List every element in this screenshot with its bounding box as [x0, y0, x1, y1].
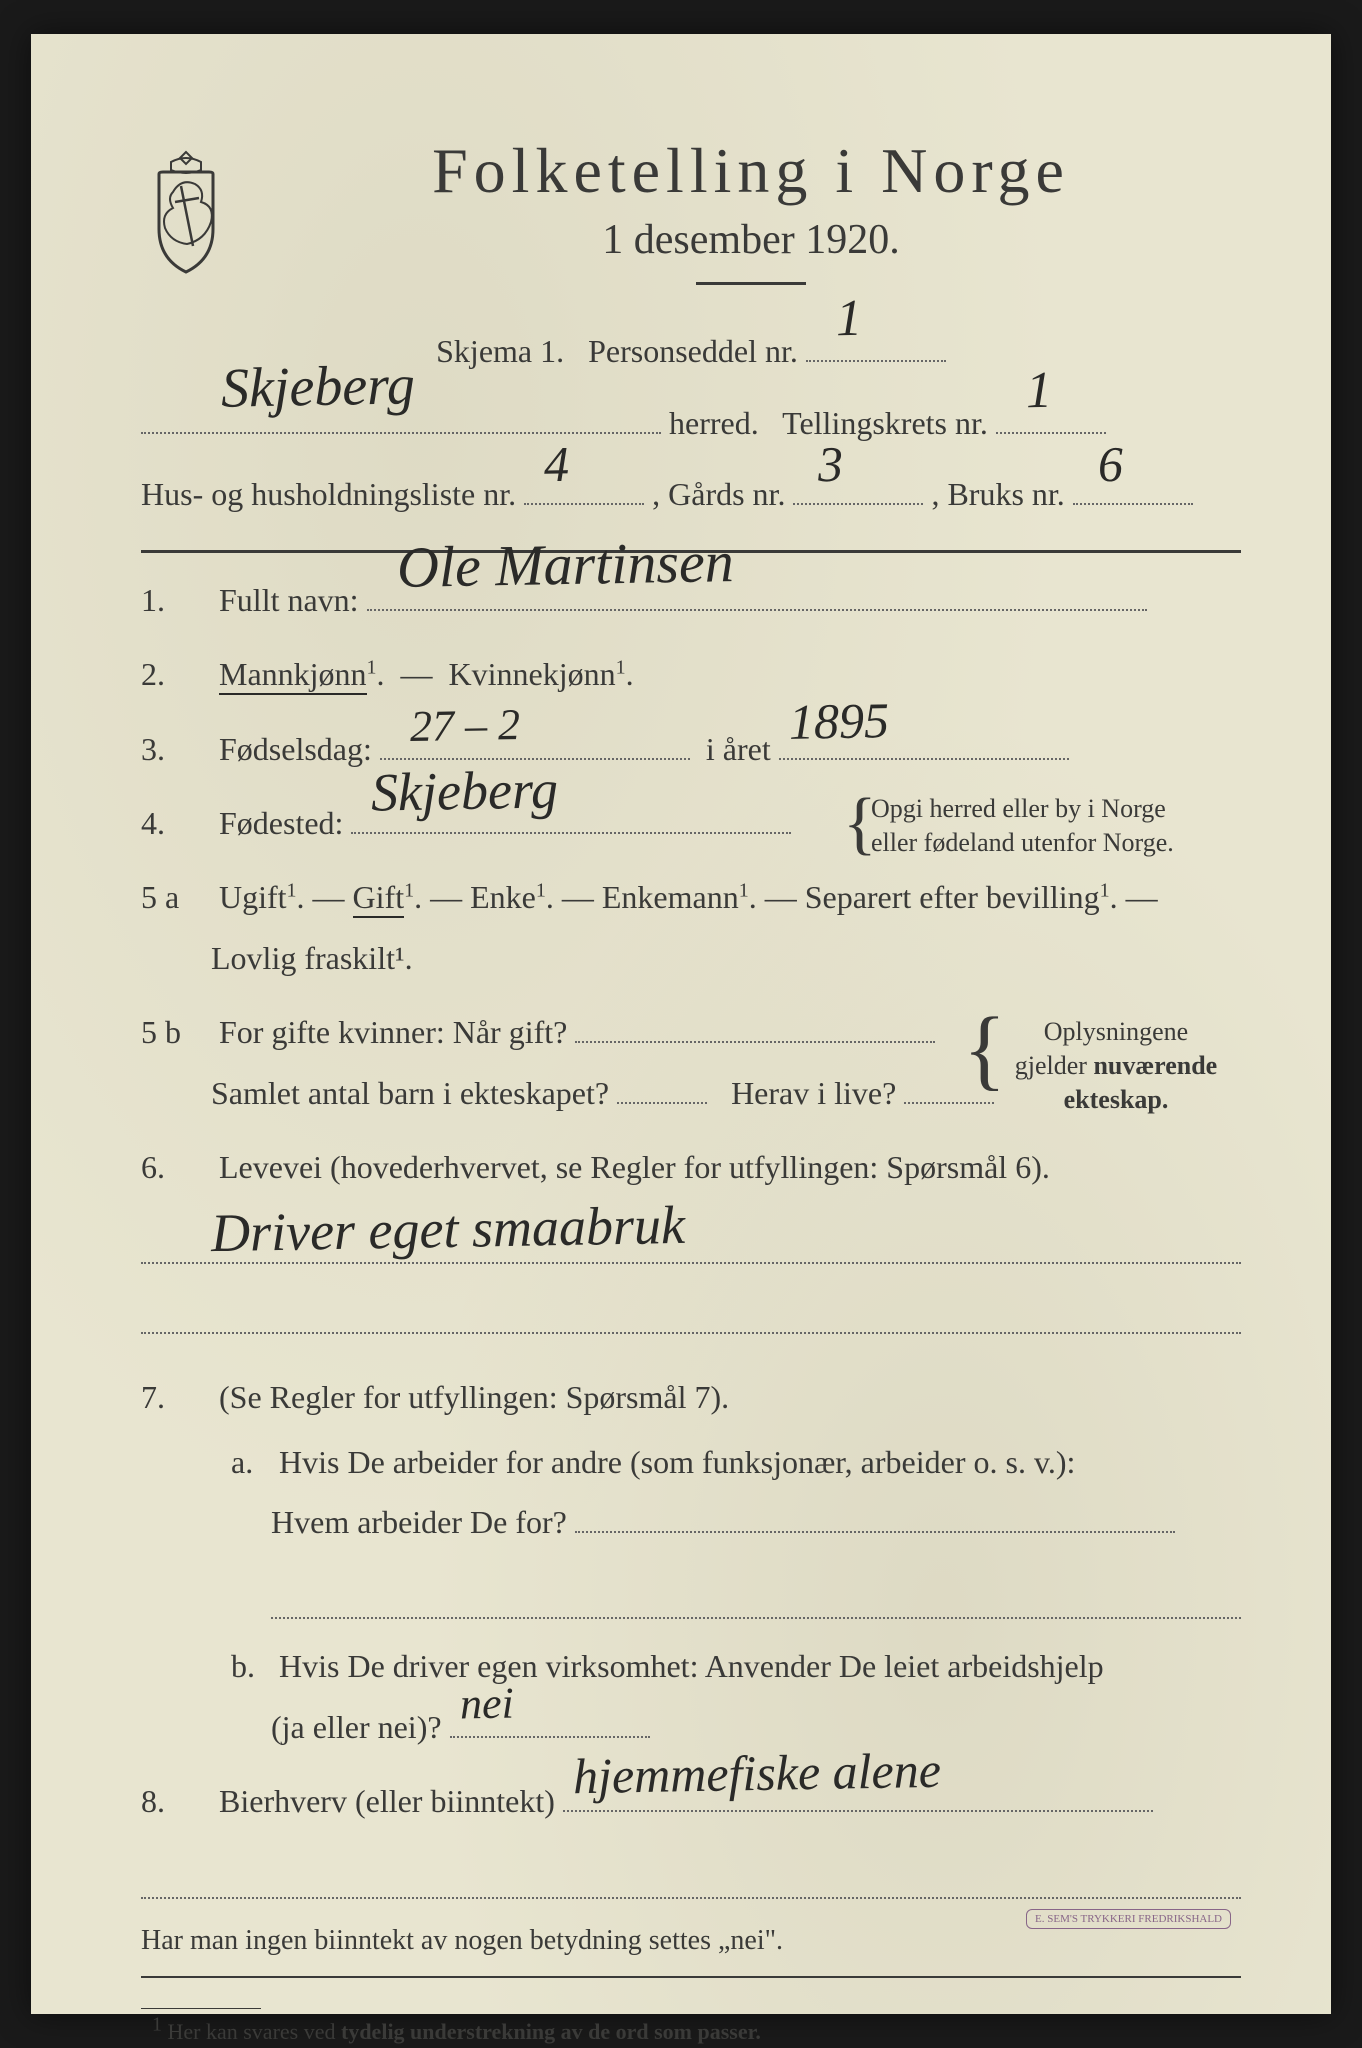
title-rule [696, 282, 806, 285]
q7b: b. Hvis De driver egen virksomhet: Anven… [141, 1639, 1241, 1693]
bruks-nr: 6 [1097, 419, 1124, 509]
q4-note-l2: eller fødeland utenfor Norge. [871, 828, 1174, 857]
q5b-l1: For gifte kvinner: Når gift? [219, 1014, 567, 1050]
q5b-n1: Oplysningene [1044, 1017, 1188, 1046]
q7b-label: b. [231, 1639, 271, 1693]
footnote-divider [141, 1976, 1241, 1978]
q4-birthplace: 4. Fødested: Skjeberg { Opgi herred elle… [141, 796, 1241, 850]
title-block: Folketelling i Norge 1 desember 1920. [261, 134, 1241, 309]
q8-num: 8. [141, 1774, 211, 1828]
q5b-l2a: Samlet antal barn i ekteskapet? [211, 1075, 609, 1111]
q4-label: Fødested: [219, 805, 343, 841]
q7a-l1: Hvis De arbeider for andre (som funksjon… [279, 1444, 1075, 1480]
q5a-opts2: Lovlig fraskilt¹. [211, 940, 413, 976]
q5b-line2: Samlet antal barn i ekteskapet? Herav i … [141, 1066, 1241, 1120]
q7a-extra [271, 1579, 1241, 1619]
husliste-nr: 4 [543, 419, 570, 509]
q1-label: Fullt navn: [219, 582, 359, 618]
q2-sep: — [401, 656, 433, 692]
q7-label: (Se Regler for utfyllingen: Spørsmål 7). [219, 1379, 729, 1415]
q8-secondary: 8. Bierhverv (eller biinntekt) hjemmefis… [141, 1774, 1241, 1828]
q7b-value: nei [459, 1667, 514, 1743]
q2-num: 2. [141, 647, 211, 701]
tellingskrets-nr: 1 [1025, 344, 1053, 438]
q5a-num: 5 a [141, 870, 211, 924]
date-subtitle: 1 desember 1920. [261, 216, 1241, 264]
q5a-marital: 5 a Ugift1. — Gift1. — Enke1. — Enkemann… [141, 870, 1241, 924]
q3-num: 3. [141, 722, 211, 776]
q4-num: 4. [141, 796, 211, 850]
q5b-num: 5 b [141, 1005, 211, 1059]
q7a-label: a. [231, 1435, 271, 1489]
husliste-label: Hus- og husholdningsliste nr. [141, 476, 516, 512]
q3-birthdate: 3. Fødselsdag: 27 – 2 i året 1895 [141, 722, 1241, 776]
q7a-l2: Hvem arbeider De for? [141, 1495, 1241, 1549]
personseddel-nr: 1 [835, 272, 863, 366]
bruks-label: , Bruks nr. [931, 476, 1064, 512]
q8-value: hjemmefiske alene [572, 1728, 941, 1819]
q4-note: { Opgi herred eller by i Norge eller fød… [871, 792, 1241, 860]
q8-extra [141, 1859, 1241, 1899]
gards-nr: 3 [818, 419, 845, 509]
q7: 7. (Se Regler for utfyllingen: Spørsmål … [141, 1370, 1241, 1424]
q4-note-l1: Opgi herred eller by i Norge [871, 794, 1166, 823]
herred-line: Skjeberg herred. Tellingskrets nr. 1 [141, 395, 1241, 453]
printer-stamp: E. SEM'S TRYKKERI FREDRIKSHALD [1026, 1909, 1231, 1929]
tellingskrets-label: Tellingskrets nr. [782, 405, 988, 441]
q7a: a. Hvis De arbeider for andre (som funks… [141, 1435, 1241, 1489]
q1-fullname: 1. Fullt navn: Ole Martinsen [141, 573, 1241, 627]
q5b-l2b: Herav i live? [731, 1075, 896, 1111]
q2-kvinne: Kvinnekjønn [449, 656, 616, 692]
header: Folketelling i Norge 1 desember 1920. [141, 134, 1241, 309]
personseddel-label: Personseddel nr. [588, 333, 798, 369]
census-form-page: Folketelling i Norge 1 desember 1920. Sk… [31, 34, 1331, 2014]
q7b-l1: Hvis De driver egen virksomhet: Anvender… [279, 1648, 1104, 1684]
q7-num: 7. [141, 1370, 211, 1424]
q2-mann: Mannkjønn [219, 656, 367, 695]
brace-icon: { [843, 792, 877, 855]
q1-value: Ole Martinsen [396, 513, 734, 617]
q7a-l2-text: Hvem arbeider De for? [271, 1504, 567, 1540]
q2-sex: 2. Mannkjønn1. — Kvinnekjønn1. [141, 647, 1241, 701]
gards-label: , Gårds nr. [652, 476, 785, 512]
q3-year-label: i året [706, 731, 771, 767]
skjema-label: Skjema 1. [436, 333, 564, 369]
q6-answer-line: Driver eget smaabruk [141, 1224, 1241, 1264]
q6-value: Driver eget smaabruk [210, 1194, 685, 1264]
q3-year: 1895 [788, 678, 889, 765]
herred-value: Skjeberg [220, 335, 416, 439]
q1-num: 1. [141, 573, 211, 627]
q8-label: Bierhverv (eller biinntekt) [219, 1783, 555, 1819]
q4-value: Skjeberg [371, 745, 559, 840]
q3-label: Fødselsdag: [219, 731, 372, 767]
q5a-selected: Gift [353, 879, 405, 918]
q6-answer-line2 [141, 1294, 1241, 1334]
q5a-line2: Lovlig fraskilt¹. [141, 931, 1241, 985]
main-title: Folketelling i Norge [261, 134, 1241, 208]
footnote: 1 Her kan svares ved tydelig understrekn… [141, 2008, 1241, 2044]
q6-num: 6. [141, 1140, 211, 1194]
q7b-l2-text: (ja eller nei)? [271, 1709, 442, 1745]
norway-coat-of-arms-icon [141, 144, 231, 274]
herred-label: herred. [669, 405, 759, 441]
q6-occupation: 6. Levevei (hovederhvervet, se Regler fo… [141, 1140, 1241, 1194]
q6-label: Levevei (hovederhvervet, se Regler for u… [219, 1149, 1050, 1185]
q5b-married-women: 5 b For gifte kvinner: Når gift? { Oplys… [141, 1005, 1241, 1059]
